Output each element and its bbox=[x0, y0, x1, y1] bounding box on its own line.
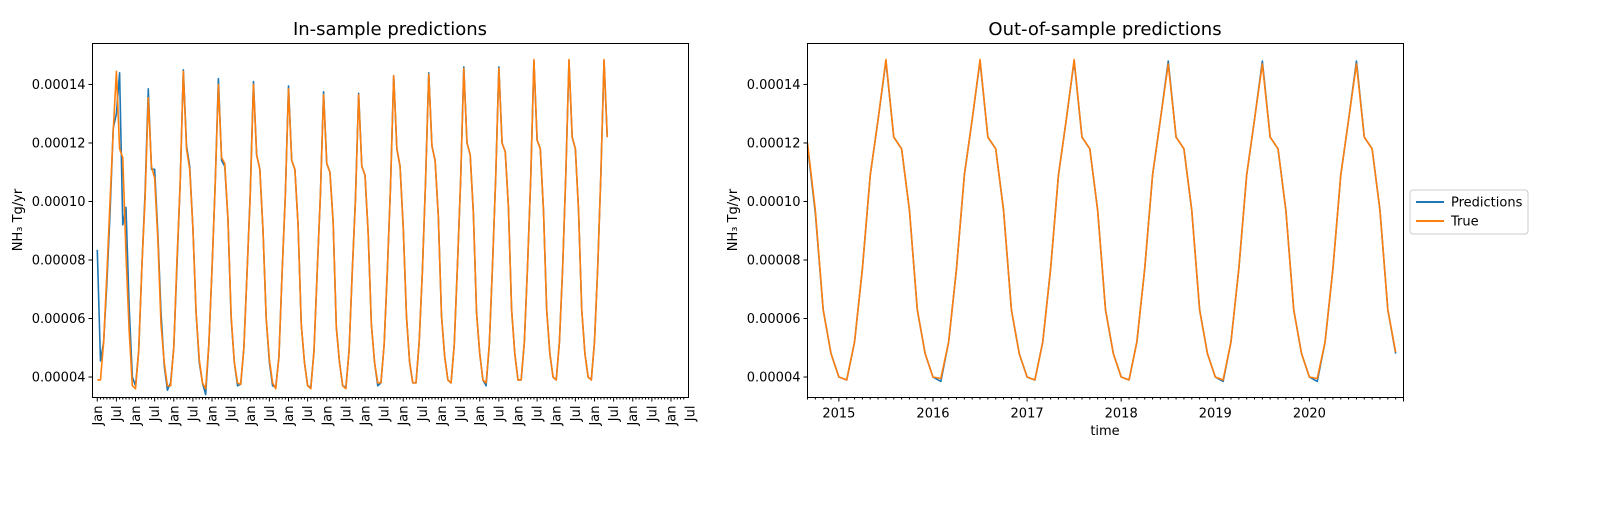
x-tick-label: Jan bbox=[129, 406, 144, 427]
y-tick-label: 0.00010 bbox=[32, 195, 86, 210]
y-axis-label-in-sample: NH₃ Tg/yr bbox=[11, 188, 26, 251]
x-tick-label: Jan bbox=[167, 406, 182, 427]
x-tick-label: Jul bbox=[416, 406, 431, 423]
series-line-true bbox=[806, 58, 1397, 381]
x-tick-label: Jul bbox=[378, 406, 393, 423]
legend-predictions-label: Predictions bbox=[1451, 196, 1523, 211]
x-tick-label: Jan bbox=[320, 406, 335, 427]
y-tick-label: 0.00004 bbox=[747, 371, 801, 386]
x-tick-label: 2016 bbox=[916, 407, 949, 422]
chart-title-in-sample: In-sample predictions bbox=[293, 19, 487, 40]
x-tick-label: Jul bbox=[110, 406, 125, 423]
y-tick-label: 0.00004 bbox=[32, 371, 86, 386]
x-tick-label: Jul bbox=[492, 406, 507, 423]
x-tick-label: Jan bbox=[244, 406, 259, 427]
x-tick-label: Jan bbox=[588, 406, 603, 427]
series-line-true bbox=[97, 58, 609, 390]
x-tick-label: Jan bbox=[664, 406, 679, 427]
x-tick-label: Jan bbox=[550, 406, 565, 427]
x-axis-out-of-sample: 2015 2016 2017 2018 2019 2020 bbox=[807, 397, 1404, 422]
x-tick-label: 2017 bbox=[1011, 407, 1044, 422]
y-tick-label: 0.00006 bbox=[747, 312, 801, 327]
x-tick-label: Jan bbox=[435, 406, 450, 427]
x-tick-label: Jul bbox=[148, 406, 163, 423]
x-tick-label: Jul bbox=[225, 406, 240, 423]
series-line-predictions bbox=[806, 60, 1397, 383]
x-tick-label: Jan bbox=[473, 406, 488, 427]
axes-frame-out-of-sample bbox=[807, 43, 1404, 398]
y-tick-label: 0.00008 bbox=[32, 253, 86, 268]
x-tick-label: Jul bbox=[186, 406, 201, 423]
x-tick-label: 2015 bbox=[822, 407, 855, 422]
series-in-sample bbox=[96, 58, 609, 396]
x-tick-label: Jul bbox=[339, 406, 354, 423]
x-tick-label: Jul bbox=[645, 406, 660, 423]
y-axis-label-out-of-sample: NH₃ Tg/yr bbox=[726, 188, 741, 251]
legend-true-label: True bbox=[1450, 215, 1479, 230]
y-axis-out-of-sample: 0.00004 0.00006 0.00008 0.00010 0.00012 0.000… bbox=[747, 78, 808, 386]
legend: Predictions True bbox=[1409, 189, 1529, 235]
x-axis-in-sample: Jan Jul Jan Jul Jan Jul Jan Jul Jan Jul Jan Jul Jan J… bbox=[91, 397, 699, 427]
x-tick-label: 2018 bbox=[1105, 407, 1138, 422]
x-tick-label: Jul bbox=[263, 406, 278, 423]
y-tick-label: 0.00008 bbox=[747, 253, 801, 268]
y-tick-label: 0.00006 bbox=[32, 312, 86, 327]
y-tick-label: 0.00010 bbox=[747, 195, 801, 210]
x-tick-label: Jan bbox=[626, 406, 641, 427]
x-tick-label: Jan bbox=[91, 406, 106, 427]
x-tick-label: Jan bbox=[206, 406, 221, 427]
x-tick-label: 2019 bbox=[1199, 407, 1232, 422]
x-tick-label: Jul bbox=[569, 406, 584, 423]
x-tick-label: Jan bbox=[359, 406, 374, 427]
axes-frame-in-sample bbox=[92, 43, 689, 398]
x-tick-label: Jul bbox=[684, 406, 699, 423]
x-tick-label: Jul bbox=[301, 406, 316, 423]
y-tick-label: 0.00014 bbox=[747, 78, 801, 93]
chart-in-sample: In-sample predictions 0.000040.000060.00… bbox=[11, 19, 699, 427]
y-tick-label: 0.00014 bbox=[32, 78, 86, 93]
x-tick-label: Jul bbox=[454, 406, 469, 423]
x-tick-label: 2020 bbox=[1293, 407, 1326, 422]
y-tick-label: 0.00012 bbox=[32, 136, 86, 151]
x-tick-label: Jan bbox=[397, 406, 412, 427]
chart-title-out-of-sample: Out-of-sample predictions bbox=[988, 19, 1221, 40]
x-tick-label: Jul bbox=[607, 406, 622, 423]
y-tick-label: 0.00012 bbox=[747, 136, 801, 151]
x-axis-label-out-of-sample: time bbox=[1090, 424, 1119, 439]
x-tick-label: Jan bbox=[282, 406, 297, 427]
y-axis-in-sample: 0.00004 0.00006 0.00008 0.00010 0.00012 0.000… bbox=[32, 78, 93, 386]
chart-out-of-sample: Out-of-sample predictions 0.00004 0.00006… bbox=[726, 19, 1404, 439]
x-tick-label: Jan bbox=[511, 406, 526, 427]
series-out-of-sample bbox=[806, 58, 1397, 383]
x-tick-label: Jul bbox=[531, 406, 546, 423]
